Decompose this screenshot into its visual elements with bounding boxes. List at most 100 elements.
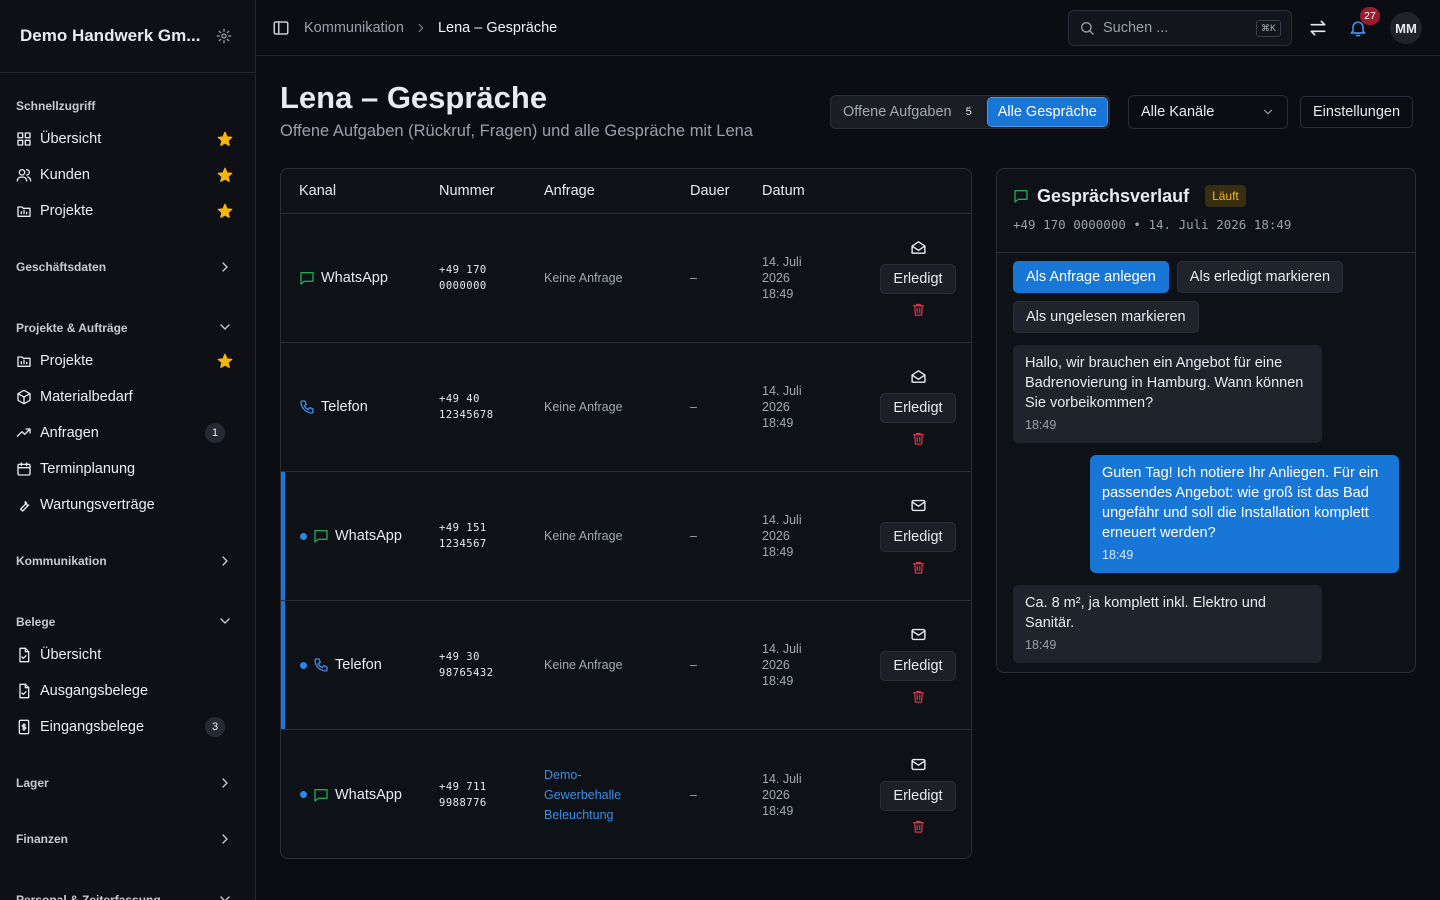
- icon-trash[interactable]: [911, 689, 926, 704]
- duration-cell: –: [690, 787, 697, 802]
- channel-cell: Telefon: [299, 657, 439, 673]
- icon-shape: [24, 132, 31, 139]
- nav-item[interactable]: Materialbedarf: [16, 379, 239, 415]
- done-button[interactable]: Erledigt: [880, 522, 956, 552]
- unread-dot: [300, 532, 307, 540]
- user-avatar[interactable]: MM: [1390, 12, 1422, 44]
- section-header[interactable]: Belege: [16, 589, 239, 637]
- section-header[interactable]: Schnellzugriff: [16, 73, 239, 121]
- icon-shape: [16, 169, 32, 182]
- table-row[interactable]: Telefon +49 40 12345678 Keine Anfrage – 14. …: [281, 343, 971, 472]
- done-button[interactable]: Erledigt: [880, 651, 956, 681]
- icon-box: [17, 389, 31, 405]
- brand: Demo Handwerk Gm...: [0, 0, 255, 73]
- channel-cell: Telefon: [299, 399, 439, 415]
- icon-mail[interactable]: [910, 626, 927, 643]
- nav-items: Übersicht Ausgangsbelege Eingangsbelege 3: [16, 637, 239, 755]
- column-header: Datum: [762, 183, 805, 199]
- icon-star: [217, 167, 233, 182]
- row-actions: Erledigt: [880, 756, 956, 834]
- section-header[interactable]: Finanzen: [16, 811, 239, 867]
- nav-item[interactable]: Eingangsbelege 3: [16, 709, 239, 745]
- channel-name: Telefon: [335, 657, 382, 673]
- request-cell: Keine Anfrage: [544, 658, 623, 672]
- nav-section: Finanzen: [0, 811, 255, 867]
- search-placeholder: Suchen ...: [1103, 20, 1169, 36]
- view-tab[interactable]: Offene Aufgaben 5: [833, 98, 982, 126]
- done-button[interactable]: Erledigt: [880, 780, 956, 811]
- icon-calendar: [17, 462, 31, 476]
- view-tab[interactable]: Alle Gespräche: [986, 97, 1108, 127]
- phone-number: +49 30 98765432: [439, 651, 494, 679]
- request-cell[interactable]: Demo-Gewerbehalle Beleuchtung: [544, 767, 622, 822]
- section-label: Kommunikation: [16, 554, 107, 568]
- nav-label: Anfragen: [40, 425, 99, 441]
- nav-label: Projekte: [40, 353, 94, 369]
- table-row[interactable]: WhatsApp +49 151 1234567 Keine Anfrage – 14.…: [281, 472, 971, 601]
- icon-mail[interactable]: [910, 756, 927, 773]
- breadcrumb-item[interactable]: Kommunikation: [304, 19, 404, 36]
- nav-section: Projekte & Aufträge Projekte Materialbedar…: [0, 295, 255, 533]
- icon-chevR: [222, 778, 228, 788]
- nav-item[interactable]: Anfragen 1: [16, 415, 239, 451]
- table-row[interactable]: WhatsApp +49 711 9988776 Demo-Gewerbehalle…: [281, 730, 971, 858]
- icon-bell[interactable]: [1348, 18, 1368, 38]
- duration-cell: –: [690, 529, 697, 543]
- section-header[interactable]: Kommunikation: [16, 533, 239, 589]
- icon-trash[interactable]: [911, 560, 926, 575]
- icon-trend: [16, 428, 31, 437]
- table-row[interactable]: WhatsApp +49 170 0000000 Keine Anfrage – 14.…: [281, 214, 971, 343]
- icon-sidebar[interactable]: [272, 19, 290, 37]
- icon-mailOpen[interactable]: [910, 368, 927, 385]
- section-header[interactable]: Personal & Zeiterfassung: [16, 867, 239, 900]
- section-header[interactable]: Projekte & Aufträge: [16, 295, 239, 343]
- nav-item[interactable]: Projekte: [16, 343, 239, 379]
- panel-actions: Als Anfrage anlegen Als erledigt markiere…: [997, 253, 1415, 333]
- nav-item[interactable]: Kunden: [16, 157, 239, 193]
- nav-item[interactable]: Wartungsverträge: [16, 487, 239, 523]
- table-row[interactable]: Telefon +49 30 98765432 Keine Anfrage – 14. …: [281, 601, 971, 730]
- nav-item[interactable]: Übersicht: [16, 637, 239, 673]
- icon-shape: [21, 723, 27, 731]
- panel-title: Gesprächsverlauf: [1037, 185, 1190, 206]
- nav-item[interactable]: Terminplanung: [16, 451, 239, 487]
- icon-swap[interactable]: [1308, 18, 1328, 38]
- done-button[interactable]: Erledigt: [880, 393, 956, 423]
- settings-button[interactable]: Einstellungen: [1300, 96, 1414, 128]
- panel-action[interactable]: Als erledigt markieren: [1176, 261, 1344, 293]
- icon-chevR: [222, 262, 228, 272]
- icon-shape: [273, 20, 289, 35]
- search-box[interactable]: Suchen ... ⌘K: [1068, 10, 1292, 46]
- icon-shape: [1014, 190, 1028, 203]
- nav-item[interactable]: Projekte: [16, 193, 239, 229]
- nav-item[interactable]: Ausgangsbelege: [16, 673, 239, 709]
- nav-label: Projekte: [40, 203, 94, 219]
- icon-shape: [912, 561, 924, 574]
- message-time: 18:49: [1025, 418, 1057, 432]
- section-label: Projekte & Aufträge: [16, 321, 128, 335]
- icon-trash[interactable]: [911, 302, 926, 317]
- phone-number: +49 170 0000000: [439, 264, 487, 292]
- icon-trash[interactable]: [911, 431, 926, 446]
- nav-item[interactable]: Übersicht: [16, 121, 239, 157]
- message-bubble: Guten Tag! Ich notiere Ihr Anliegen. Für…: [1090, 455, 1399, 573]
- icon-mail[interactable]: [910, 497, 927, 514]
- channel-cell: WhatsApp: [299, 270, 439, 286]
- channel-cell: WhatsApp: [299, 787, 439, 803]
- icon-trash[interactable]: [911, 819, 926, 834]
- icon-chevD: [220, 324, 230, 330]
- icon-shape: [25, 428, 31, 434]
- icon-shape: [912, 432, 924, 445]
- panel-action[interactable]: Als ungelesen markieren: [1013, 301, 1199, 333]
- icon-phone: [314, 658, 328, 672]
- icon-mailOpen[interactable]: [910, 239, 927, 256]
- done-button[interactable]: Erledigt: [880, 264, 956, 294]
- channel-filter[interactable]: Alle Kanäle: [1128, 95, 1288, 129]
- panel-action[interactable]: Als Anfrage anlegen: [1013, 261, 1169, 293]
- tab-count: 5: [965, 106, 972, 118]
- icon-star: [217, 131, 233, 146]
- icon-shape: [17, 463, 31, 476]
- section-header[interactable]: Lager: [16, 755, 239, 811]
- section-header[interactable]: Geschäftsdaten: [16, 239, 239, 295]
- icon-gear[interactable]: [216, 28, 232, 44]
